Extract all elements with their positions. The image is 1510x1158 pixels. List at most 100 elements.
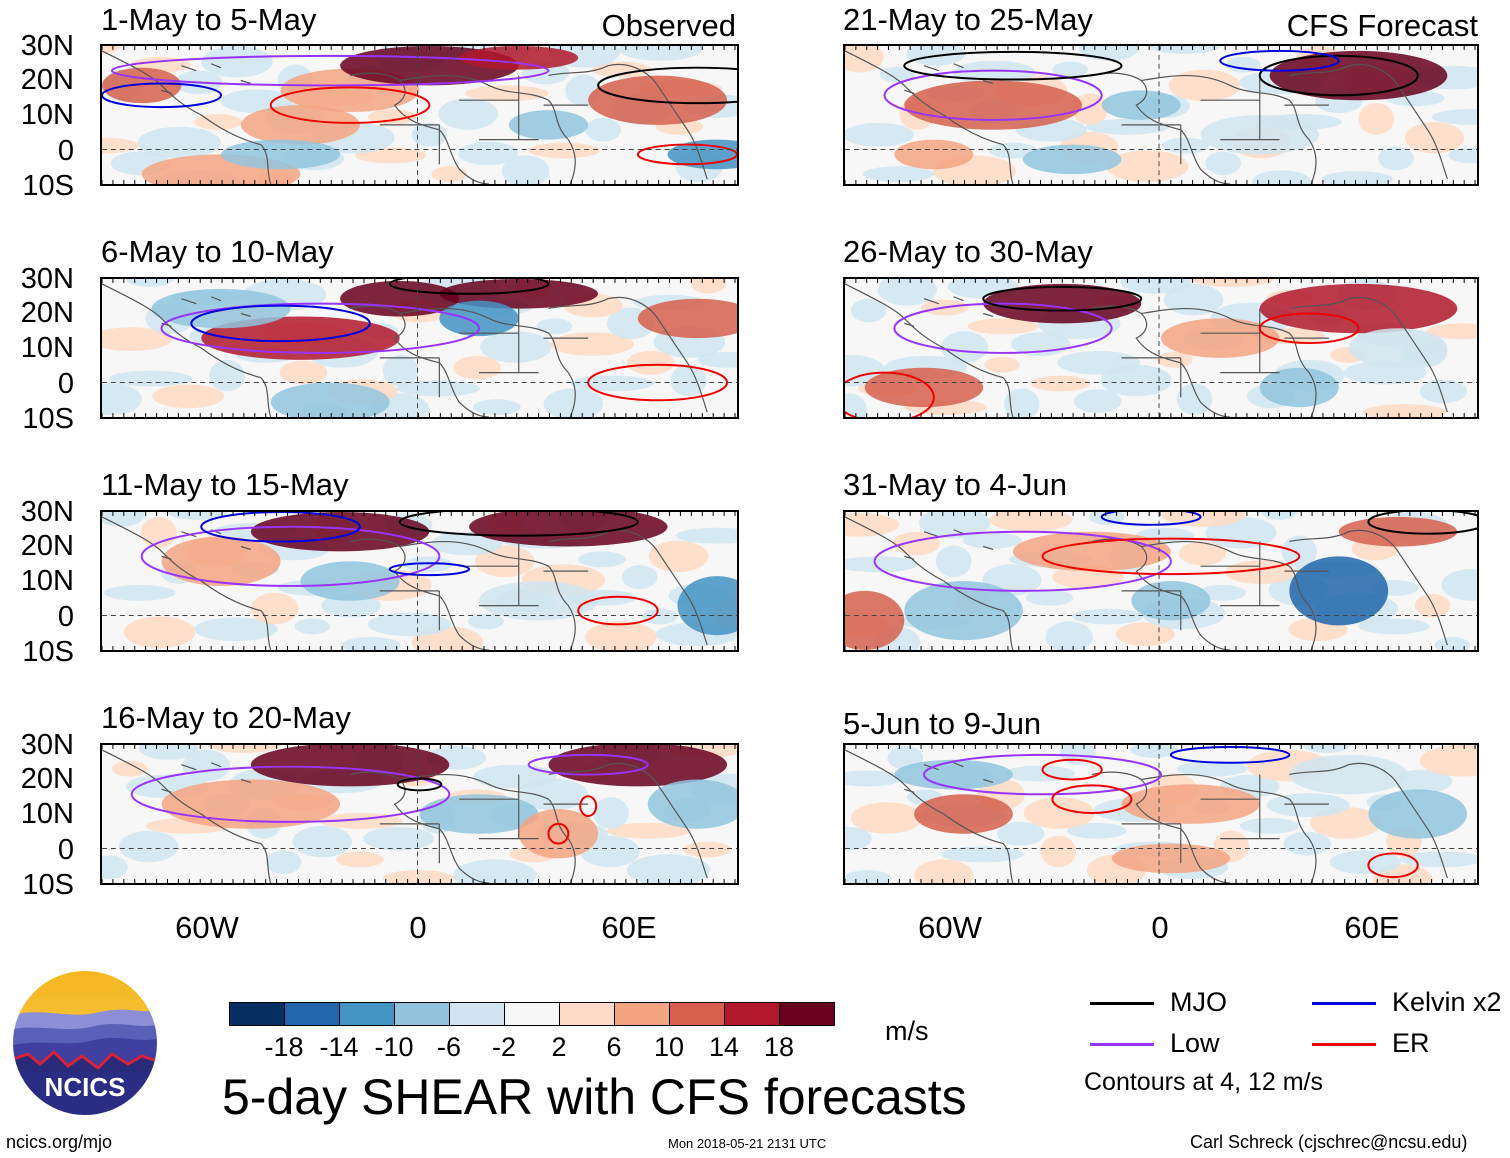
lon-label-0: 0 <box>1151 910 1169 945</box>
legend-label-mjo: MJO <box>1170 987 1227 1017</box>
shear-anomaly <box>1259 367 1339 408</box>
shear-shading <box>1283 831 1331 856</box>
wave-contour <box>903 50 1123 81</box>
shear-shading <box>294 618 331 635</box>
colorbar-tick-label: 6 <box>606 1032 622 1062</box>
wave-contour <box>636 143 737 166</box>
lat-label-20n: 20N <box>20 297 74 329</box>
shear-anomaly <box>864 367 984 408</box>
footer-timestamp: Mon 2018-05-21 2131 UTC <box>668 1136 827 1151</box>
shear-shading <box>1190 279 1274 287</box>
panel-title-5: 11-May to 15-May <box>101 467 349 502</box>
shear-shading <box>850 298 887 323</box>
wave-contour <box>388 279 550 295</box>
coastline <box>1121 75 1329 165</box>
wave-contour <box>1100 512 1202 526</box>
shear-shading <box>194 114 242 130</box>
shear-shading <box>862 166 934 183</box>
coastline <box>1091 771 1231 883</box>
map-graphic <box>102 46 737 184</box>
shear-shading <box>1163 283 1224 316</box>
shear-anomaly <box>419 794 539 834</box>
wave-contour <box>1041 537 1301 576</box>
colorbar-swatch <box>284 1002 340 1026</box>
shear-anomaly <box>518 809 599 859</box>
contour-note: Contours at 4, 12 m/s <box>1084 1068 1324 1096</box>
wave-contour <box>982 285 1143 312</box>
lat-label-30n: 30N <box>20 263 74 295</box>
shear-shading <box>367 612 452 637</box>
wave-contour <box>893 302 1113 354</box>
map-panel-6-may-10-may <box>100 277 739 419</box>
wave-contour <box>527 753 649 776</box>
colorbar-tick-label: -18 <box>264 1032 304 1062</box>
shear-shading <box>1085 118 1169 135</box>
map-panel-5-jun-9-jun <box>843 743 1479 885</box>
panel-title-8: 5-Jun to 9-Jun <box>843 706 1042 741</box>
shear-shading <box>123 616 196 649</box>
shear-shading <box>967 318 1039 335</box>
panel-title-6: 31-May to 4-Jun <box>843 467 1067 502</box>
shear-shading <box>528 142 601 159</box>
lat-label-eq: 0 <box>57 834 74 866</box>
coastline <box>349 771 489 883</box>
coastline <box>1091 538 1231 650</box>
shear-anomaly <box>102 67 182 104</box>
shear-shading <box>137 126 222 159</box>
shear-shading <box>683 841 732 858</box>
shear-shading <box>1321 171 1394 184</box>
colorbar-swatch <box>614 1002 670 1026</box>
colorbar-tick-label: -14 <box>319 1032 359 1062</box>
shear-shading <box>607 822 691 839</box>
legend-line-er <box>1312 1043 1376 1046</box>
lat-label-10s: 10S <box>22 869 74 901</box>
coastline <box>349 72 489 184</box>
shear-shading <box>411 122 448 147</box>
shear-shading <box>989 512 1073 532</box>
wave-contour <box>396 777 443 792</box>
map-graphic <box>845 745 1477 883</box>
lon-label-60e: 60E <box>1344 910 1400 945</box>
shear-anomaly <box>1121 784 1260 824</box>
wave-contour <box>160 302 481 354</box>
shear-anomaly <box>1022 144 1122 175</box>
shear-shading <box>1240 817 1300 834</box>
shear-shading <box>1358 103 1395 135</box>
colorbar-units: m/s <box>885 1016 929 1046</box>
shear-shading <box>1057 350 1141 375</box>
map-panel-26-may-30-may <box>843 277 1479 419</box>
shear-anomaly <box>459 46 579 70</box>
coastline <box>1289 296 1448 413</box>
panel-tag-observed: Observed <box>601 8 736 43</box>
coastline <box>1141 773 1317 883</box>
shear-shading <box>1303 745 1351 753</box>
coastline <box>1289 63 1448 180</box>
shear-shading <box>1404 121 1465 154</box>
lat-label-10s: 10S <box>22 636 74 668</box>
colorbar-swatch <box>394 1002 450 1026</box>
shear-shading <box>475 545 535 578</box>
map-panel-21-may-25-may <box>843 44 1479 186</box>
shear-shading <box>1130 745 1178 758</box>
coastline <box>548 296 708 413</box>
legend-line-low <box>1090 1043 1154 1046</box>
shear-anomaly <box>469 512 668 547</box>
shear-shading <box>984 356 1020 373</box>
shear-shading <box>989 142 1037 159</box>
shear-shading <box>845 870 892 883</box>
shear-shading <box>1363 404 1447 417</box>
coastline <box>845 50 1014 184</box>
coastline <box>349 305 489 417</box>
legend-label-low: Low <box>1170 1028 1220 1058</box>
panel-title-1: 1-May to 5-May <box>101 2 317 37</box>
coastline <box>904 529 994 560</box>
wave-contour <box>1367 512 1477 535</box>
shear-anomaly <box>250 745 450 787</box>
shear-shading <box>1115 622 1175 647</box>
colorbar-swatch <box>724 1002 780 1026</box>
shear-shading <box>201 46 273 78</box>
panel-title-7: 16-May to 20-May <box>101 700 351 735</box>
colorbar-tick-label: -10 <box>374 1032 414 1062</box>
shear-shading <box>570 375 654 392</box>
colorbar-tick-label: 2 <box>551 1032 567 1062</box>
